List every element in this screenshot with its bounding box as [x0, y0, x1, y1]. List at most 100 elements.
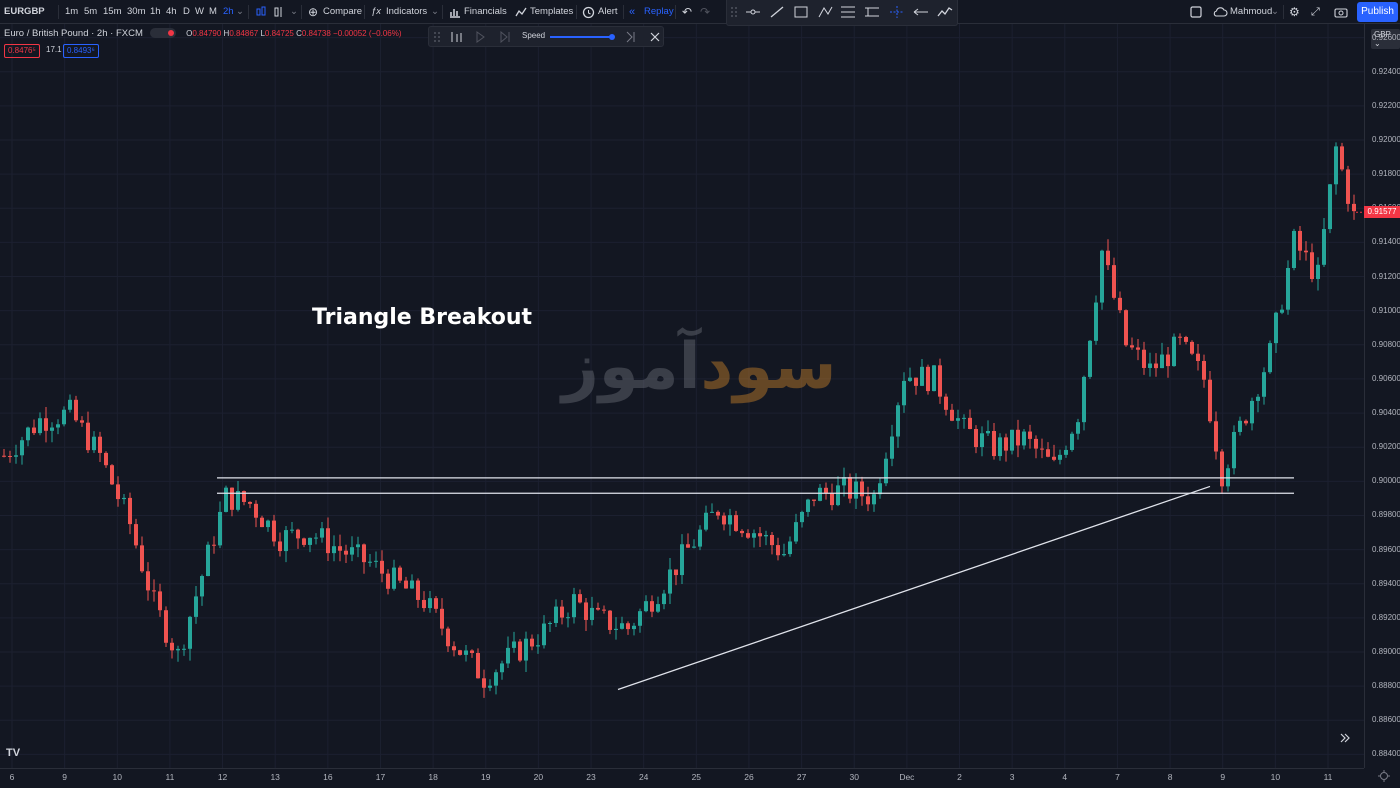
ohlc-close-label: C — [296, 29, 302, 38]
speed-slider[interactable] — [550, 34, 615, 40]
candle-body-down — [470, 650, 474, 653]
undo-icon[interactable]: ↶ — [682, 5, 693, 19]
candle-body-up — [668, 569, 672, 594]
rectangle-icon[interactable] — [793, 5, 809, 19]
candle-body-down — [848, 477, 852, 499]
axis-settings-icon[interactable] — [1378, 770, 1390, 782]
candle-body-down — [1340, 146, 1344, 170]
interval-1m[interactable]: 1m — [65, 6, 79, 17]
candle-body-down — [1028, 431, 1032, 439]
indicators-icon[interactable]: ƒx — [371, 6, 382, 17]
interval-30m[interactable]: 30m — [127, 6, 146, 17]
candle-body-down — [1016, 429, 1020, 446]
interval-d[interactable]: D — [183, 6, 190, 17]
candle-body-down — [404, 580, 408, 589]
plus-circle-icon[interactable]: ⊕ — [308, 5, 319, 19]
alert-button[interactable]: Alert — [598, 6, 618, 17]
visibility-toggle[interactable] — [149, 28, 176, 39]
chevron-down-icon[interactable]: ⌄ — [431, 6, 439, 17]
chevron-down-icon[interactable]: ⌄ — [1271, 6, 1279, 17]
user-menu[interactable]: Mahmoud — [1230, 6, 1273, 17]
candle-body-up — [620, 623, 624, 629]
scroll-to-realtime-icon[interactable] — [1338, 731, 1352, 745]
interval-w[interactable]: W — [195, 6, 204, 17]
chevron-down-icon[interactable]: ⌄ — [236, 6, 244, 17]
indicator-templates-icon[interactable] — [273, 5, 285, 19]
gear-icon[interactable]: ⚙ — [1289, 5, 1300, 19]
candle-body-up — [590, 607, 594, 620]
fib-retracement-icon[interactable] — [840, 5, 856, 19]
candle-body-up — [692, 546, 696, 548]
compare-button[interactable]: Compare — [323, 6, 363, 17]
sell-button[interactable]: 0.8476⁵ — [4, 44, 40, 58]
ohlc-open: 0.84790 — [192, 29, 222, 38]
publish-button[interactable]: Publish — [1357, 2, 1398, 22]
financials-icon[interactable] — [449, 6, 461, 18]
trendline-icon[interactable] — [769, 5, 785, 19]
chevron-down-icon[interactable]: ⌄ — [290, 6, 298, 17]
indicators-button[interactable]: Indicators — [386, 6, 428, 17]
select-bar-icon[interactable] — [449, 30, 465, 44]
step-forward-icon[interactable] — [499, 31, 511, 43]
crosshair-icon[interactable] — [889, 5, 905, 19]
interval-4h[interactable]: 4h — [166, 6, 177, 17]
fullscreen-icon[interactable]: ⤢ — [1311, 6, 1320, 18]
alarm-clock-icon[interactable] — [582, 5, 595, 19]
horizontal-ray-icon[interactable] — [745, 5, 761, 19]
candle-body-up — [896, 405, 900, 437]
series-title[interactable]: Euro / British Pound · 2h · FXCM — [4, 28, 143, 39]
candle-body-up — [704, 512, 708, 530]
time-axis[interactable]: 6 9 10 11 12 13 16 17 18 19 20 23 24 25 26 27 30 Dec 2 3 4 7 8… — [0, 768, 1364, 788]
candle-body-down — [446, 628, 450, 647]
arrow-left-icon[interactable] — [913, 5, 929, 19]
buy-button[interactable]: 0.8493⁶ — [63, 44, 99, 58]
interval-2h[interactable]: 2h — [223, 6, 234, 17]
interval-15m[interactable]: 15m — [103, 6, 122, 17]
candle-body-down — [362, 544, 366, 563]
candle-body-down — [458, 650, 462, 655]
path-icon[interactable] — [937, 5, 953, 19]
candle-body-up — [14, 455, 18, 457]
camera-icon[interactable] — [1334, 6, 1348, 18]
redo-icon[interactable]: ↷ — [700, 5, 711, 19]
replay-button[interactable]: Replay — [644, 6, 674, 17]
candles-icon[interactable] — [255, 5, 267, 19]
drag-handle-icon[interactable] — [433, 31, 441, 43]
candle-body-up — [176, 648, 180, 651]
symbol-search[interactable]: EURGBP — [4, 6, 45, 17]
candle-body-up — [554, 606, 558, 624]
candle-body-up — [932, 365, 936, 392]
time-tick-label: 11 — [1323, 772, 1333, 782]
jump-to-realtime-icon[interactable] — [625, 31, 637, 43]
layout-icon[interactable] — [1190, 6, 1202, 18]
candle-body-up — [566, 617, 570, 619]
cloud-icon[interactable] — [1212, 6, 1228, 18]
close-icon[interactable] — [649, 31, 661, 43]
pitchfork-icon[interactable] — [817, 5, 833, 19]
candle-body-up — [494, 672, 498, 686]
candle-body-down — [1214, 421, 1218, 452]
templates-button[interactable]: Templates — [530, 6, 574, 17]
candle-body-up — [662, 593, 666, 605]
interval-m[interactable]: M — [209, 6, 217, 17]
interval-5m[interactable]: 5m — [84, 6, 98, 17]
replay-icon[interactable]: « — [629, 6, 636, 18]
candle-body-down — [302, 538, 306, 545]
candle-body-down — [584, 602, 588, 620]
templates-icon[interactable] — [515, 6, 527, 18]
play-icon[interactable] — [475, 31, 485, 43]
chart-annotation-text[interactable]: Triangle Breakout — [312, 305, 533, 330]
parallel-channel-icon[interactable] — [864, 5, 880, 19]
price-chart[interactable] — [0, 24, 1364, 768]
price-axis[interactable]: GBP ⌄ 0.92600 0.92400 0.92200 0.92000 0.9180… — [1364, 24, 1400, 768]
drawings[interactable] — [217, 211, 1364, 691]
drag-handle-icon[interactable] — [730, 5, 738, 19]
candle-body-down — [1178, 336, 1182, 338]
interval-1h[interactable]: 1h — [150, 6, 161, 17]
replay-controls: Speed — [428, 26, 664, 47]
candle-body-down — [1154, 363, 1158, 369]
currency-selector[interactable]: GBP ⌄ — [1371, 29, 1400, 49]
financials-button[interactable]: Financials — [464, 6, 507, 17]
ohlc-high-label: H — [223, 29, 230, 38]
speed-slider-handle[interactable] — [609, 34, 615, 40]
